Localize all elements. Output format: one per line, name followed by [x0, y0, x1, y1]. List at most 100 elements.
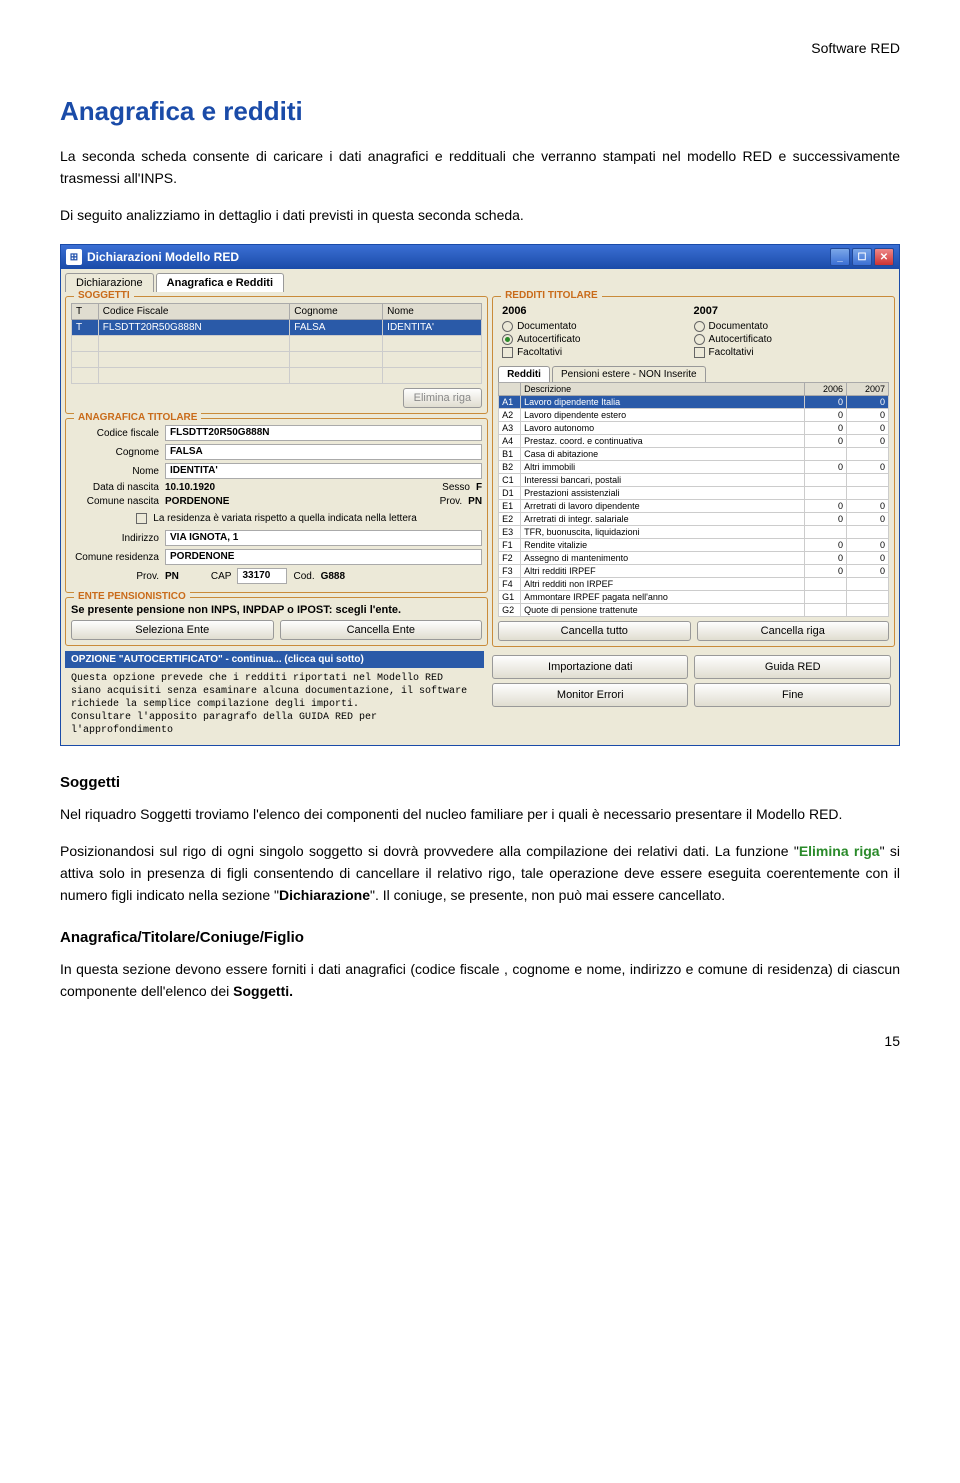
soggetti-row[interactable]: T FLSDTT20R50G888N FALSA IDENTITA' — [72, 320, 482, 336]
cod-value: G888 — [321, 571, 345, 582]
doc-2006-radio[interactable] — [502, 321, 513, 332]
app-icon: ⊞ — [66, 249, 82, 265]
lbl-cap: CAP — [211, 571, 232, 582]
residenza-checkbox[interactable] — [136, 513, 147, 524]
redditi-row[interactable]: A4Prestaz. coord. e continuativa00 — [499, 435, 889, 448]
tab-redditi[interactable]: Redditi — [498, 366, 550, 382]
lbl-sesso: Sesso — [442, 482, 470, 493]
main-tabs: Dichiarazione Anagrafica e Redditi — [61, 269, 899, 292]
comres-field[interactable]: PORDENONE — [165, 549, 482, 565]
col-nome: Nome — [383, 304, 482, 320]
residenza-label: La residenza è variata rispetto a quella… — [153, 513, 417, 524]
importazione-button[interactable]: Importazione dati — [492, 655, 689, 679]
redditi-row[interactable]: F1Rendite vitalizie00 — [499, 539, 889, 552]
redditi-row[interactable]: B2Altri immobili00 — [499, 461, 889, 474]
lbl-nome: Nome — [71, 466, 159, 477]
redditi-row[interactable]: G1Ammontare IRPEF pagata nell'anno — [499, 591, 889, 604]
redditi-row[interactable]: A1Lavoro dipendente Italia00 — [499, 396, 889, 409]
cf-field[interactable]: FLSDTT20R50G888N — [165, 425, 482, 441]
redditi-row[interactable]: G2Quote di pensione trattenute — [499, 604, 889, 617]
prov2-value: PN — [165, 571, 179, 582]
col-descrizione: Descrizione — [521, 383, 805, 396]
lbl-cognome: Cognome — [71, 447, 159, 458]
redditi-row[interactable]: C1Interessi bancari, postali — [499, 474, 889, 487]
elimina-riga-button[interactable]: Elimina riga — [403, 388, 482, 408]
soggetti-table[interactable]: T Codice Fiscale Cognome Nome T FLSDTT20… — [71, 303, 482, 384]
lbl-nascita: Data di nascita — [71, 482, 159, 493]
monitor-button[interactable]: Monitor Errori — [492, 683, 689, 707]
opzione-bar[interactable]: OPZIONE "AUTOCERTIFICATO" - continua... … — [65, 651, 484, 668]
intro-p1: La seconda scheda consente di caricare i… — [60, 145, 900, 190]
redditi-row[interactable]: A2Lavoro dipendente estero00 — [499, 409, 889, 422]
tab-anagrafica[interactable]: Anagrafica e Redditi — [156, 273, 284, 292]
sesso-value: F — [476, 482, 482, 493]
page-number: 15 — [60, 1033, 900, 1049]
redditi-row[interactable]: E2Arretrati di integr. salariale00 — [499, 513, 889, 526]
redditi-title: REDDITI TITOLARE — [501, 290, 602, 301]
anagrafica-title: ANAGRAFICA TITOLARE — [74, 412, 201, 423]
redditi-row[interactable]: D1Prestazioni assistenziali — [499, 487, 889, 500]
titlebar: ⊞ Dichiarazioni Modello RED _ ☐ ✕ — [61, 245, 899, 269]
cancella-ente-button[interactable]: Cancella Ente — [280, 620, 483, 640]
auto-2006-radio[interactable] — [502, 334, 513, 345]
app-window: ⊞ Dichiarazioni Modello RED _ ☐ ✕ Dichia… — [60, 244, 900, 746]
ente-title: ENTE PENSIONISTICO — [74, 591, 190, 602]
window-title: Dichiarazioni Modello RED — [87, 250, 830, 264]
minimize-button[interactable]: _ — [830, 248, 850, 266]
cancella-tutto-button[interactable]: Cancella tutto — [498, 621, 690, 641]
ente-group: ENTE PENSIONISTICO Se presente pensione … — [65, 597, 488, 646]
redditi-row[interactable]: E3TFR, buonuscita, liquidazioni — [499, 526, 889, 539]
intro-p2: Di seguito analizziamo in dettaglio i da… — [60, 204, 900, 226]
redditi-row[interactable]: A3Lavoro autonomo00 — [499, 422, 889, 435]
close-button[interactable]: ✕ — [874, 248, 894, 266]
lbl-cod: Cod. — [293, 571, 314, 582]
soggetti-title: SOGGETTI — [74, 290, 134, 301]
sect-anag-title: Anagrafica/Titolare/Coniuge/Figlio — [60, 929, 900, 946]
cap-field[interactable]: 33170 — [237, 568, 287, 584]
anagrafica-group: ANAGRAFICA TITOLARE Codice fiscaleFLSDTT… — [65, 418, 488, 593]
redditi-table[interactable]: Descrizione 2006 2007 A1Lavoro dipendent… — [498, 382, 889, 617]
sect-soggetti-p1: Nel riquadro Soggetti troviamo l'elenco … — [60, 803, 900, 825]
col-2007: 2007 — [847, 383, 889, 396]
lbl-indirizzo: Indirizzo — [71, 533, 159, 544]
soggetti-empty-row — [72, 336, 482, 352]
doc-2007-radio[interactable] — [694, 321, 705, 332]
comnasc-value: PORDENONE — [165, 496, 229, 507]
fac-2007-checkbox[interactable] — [694, 347, 705, 358]
opzione-text: Questa opzione prevede che i redditi rip… — [65, 668, 484, 741]
sect-soggetti-p2: Posizionandosi sul rigo di ogni singolo … — [60, 840, 900, 907]
nascita-value: 10.10.1920 — [165, 482, 215, 493]
year-2006: 2006 — [502, 305, 693, 317]
soggetti-empty-row — [72, 368, 482, 384]
col-cf: Codice Fiscale — [98, 304, 289, 320]
redditi-row[interactable]: B1Casa di abitazione — [499, 448, 889, 461]
redditi-row[interactable]: F2Assegno di mantenimento00 — [499, 552, 889, 565]
col-2006: 2006 — [805, 383, 847, 396]
seleziona-ente-button[interactable]: Seleziona Ente — [71, 620, 274, 640]
col-t: T — [72, 304, 99, 320]
redditi-row[interactable]: E1Arretrati di lavoro dipendente00 — [499, 500, 889, 513]
ente-text: Se presente pensione non INPS, INPDAP o … — [71, 604, 482, 616]
auto-2007-radio[interactable] — [694, 334, 705, 345]
redditi-row[interactable]: F4Altri redditi non IRPEF — [499, 578, 889, 591]
redditi-group: REDDITI TITOLARE 2006 Documentato Autoce… — [492, 296, 895, 647]
guida-button[interactable]: Guida RED — [694, 655, 891, 679]
doc-title: Anagrafica e redditi — [60, 96, 900, 127]
indirizzo-field[interactable]: VIA IGNOTA, 1 — [165, 530, 482, 546]
maximize-button[interactable]: ☐ — [852, 248, 872, 266]
cancella-riga-button[interactable]: Cancella riga — [697, 621, 889, 641]
lbl-prov1: Prov. — [440, 496, 463, 507]
doc-header: Software RED — [60, 40, 900, 56]
soggetti-group: SOGGETTI T Codice Fiscale Cognome Nome T… — [65, 296, 488, 414]
col-cognome: Cognome — [290, 304, 383, 320]
cognome-field[interactable]: FALSA — [165, 444, 482, 460]
year-2007: 2007 — [694, 305, 885, 317]
nome-field[interactable]: IDENTITA' — [165, 463, 482, 479]
fac-2006-checkbox[interactable] — [502, 347, 513, 358]
redditi-row[interactable]: F3Altri redditi IRPEF00 — [499, 565, 889, 578]
tab-pensioni[interactable]: Pensioni estere - NON Inserite — [552, 366, 706, 382]
prov1-value: PN — [468, 496, 482, 507]
soggetti-empty-row — [72, 352, 482, 368]
fine-button[interactable]: Fine — [694, 683, 891, 707]
sect-anag-p1: In questa sezione devono essere forniti … — [60, 958, 900, 1003]
